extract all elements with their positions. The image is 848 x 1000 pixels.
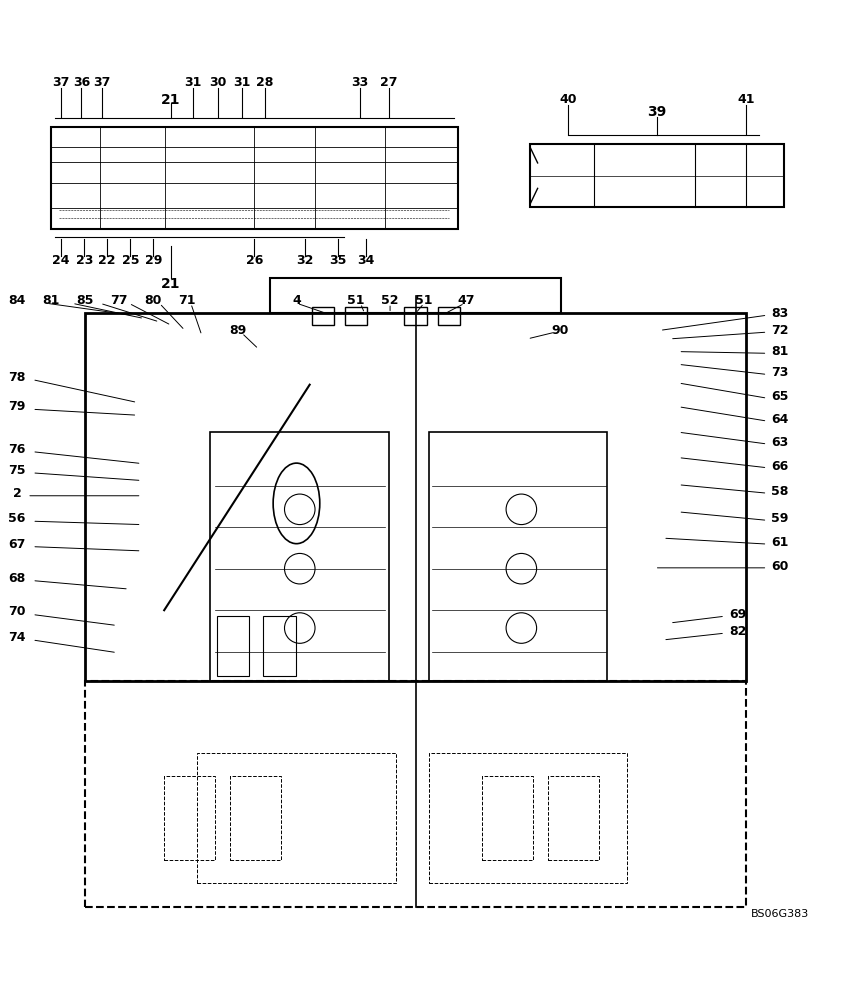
Bar: [438, 307, 460, 325]
Bar: [530, 144, 784, 207]
Text: 26: 26: [246, 254, 263, 267]
Text: 61: 61: [772, 536, 789, 549]
Bar: [429, 753, 628, 883]
Text: 2: 2: [13, 487, 21, 500]
Text: 37: 37: [93, 76, 110, 89]
Bar: [429, 432, 607, 681]
Text: 29: 29: [145, 254, 162, 267]
Bar: [270, 278, 561, 313]
Text: 36: 36: [73, 76, 90, 89]
Bar: [548, 776, 599, 860]
Text: 24: 24: [53, 254, 70, 267]
Text: 74: 74: [8, 631, 25, 644]
Text: 83: 83: [772, 307, 789, 320]
Text: 41: 41: [738, 93, 755, 106]
Text: 70: 70: [8, 605, 25, 618]
Text: 64: 64: [772, 413, 789, 426]
Text: 81: 81: [42, 294, 59, 307]
Text: 90: 90: [551, 324, 568, 337]
Bar: [217, 616, 249, 676]
Text: 66: 66: [772, 460, 789, 473]
Text: 51: 51: [416, 294, 432, 307]
Text: 75: 75: [8, 464, 25, 477]
Text: 72: 72: [772, 324, 789, 337]
Text: 52: 52: [382, 294, 399, 307]
Bar: [482, 776, 533, 860]
Text: 58: 58: [772, 485, 789, 498]
Bar: [165, 776, 215, 860]
Text: 40: 40: [560, 93, 577, 106]
Bar: [210, 432, 389, 681]
Bar: [198, 753, 396, 883]
Bar: [404, 307, 427, 325]
Text: 4: 4: [293, 294, 301, 307]
Text: 67: 67: [8, 538, 25, 551]
Text: 60: 60: [772, 560, 789, 573]
Text: 28: 28: [256, 76, 273, 89]
Text: 84: 84: [8, 294, 25, 307]
Text: 27: 27: [380, 76, 398, 89]
Text: 89: 89: [229, 324, 246, 337]
Text: 71: 71: [178, 294, 195, 307]
Bar: [85, 681, 746, 907]
Text: 77: 77: [110, 294, 127, 307]
Text: 76: 76: [8, 443, 25, 456]
Text: 30: 30: [209, 76, 226, 89]
Bar: [51, 127, 458, 229]
Text: 85: 85: [76, 294, 93, 307]
Text: 81: 81: [772, 345, 789, 358]
Text: BS06G383: BS06G383: [751, 909, 809, 919]
Text: 31: 31: [185, 76, 202, 89]
Text: 31: 31: [233, 76, 251, 89]
Text: 65: 65: [772, 390, 789, 403]
Text: 73: 73: [772, 366, 789, 379]
Bar: [231, 776, 282, 860]
Text: 39: 39: [648, 105, 667, 119]
Text: 82: 82: [729, 625, 746, 638]
Text: 78: 78: [8, 371, 25, 384]
Bar: [85, 313, 746, 681]
Text: 56: 56: [8, 512, 25, 525]
Text: 47: 47: [458, 294, 475, 307]
Text: 34: 34: [358, 254, 375, 267]
Text: 37: 37: [53, 76, 70, 89]
Text: 23: 23: [75, 254, 93, 267]
Text: 51: 51: [348, 294, 365, 307]
Bar: [312, 307, 334, 325]
Text: 25: 25: [121, 254, 139, 267]
Text: 32: 32: [297, 254, 314, 267]
Text: 63: 63: [772, 436, 789, 449]
Text: 35: 35: [329, 254, 347, 267]
Text: 59: 59: [772, 512, 789, 525]
Bar: [264, 616, 296, 676]
Text: 33: 33: [352, 76, 369, 89]
Text: 21: 21: [161, 93, 181, 107]
Text: 21: 21: [161, 277, 181, 291]
Text: 79: 79: [8, 400, 25, 413]
Bar: [345, 307, 367, 325]
Text: 22: 22: [98, 254, 116, 267]
Text: 69: 69: [729, 608, 746, 621]
Text: 80: 80: [144, 294, 161, 307]
Text: 68: 68: [8, 572, 25, 585]
